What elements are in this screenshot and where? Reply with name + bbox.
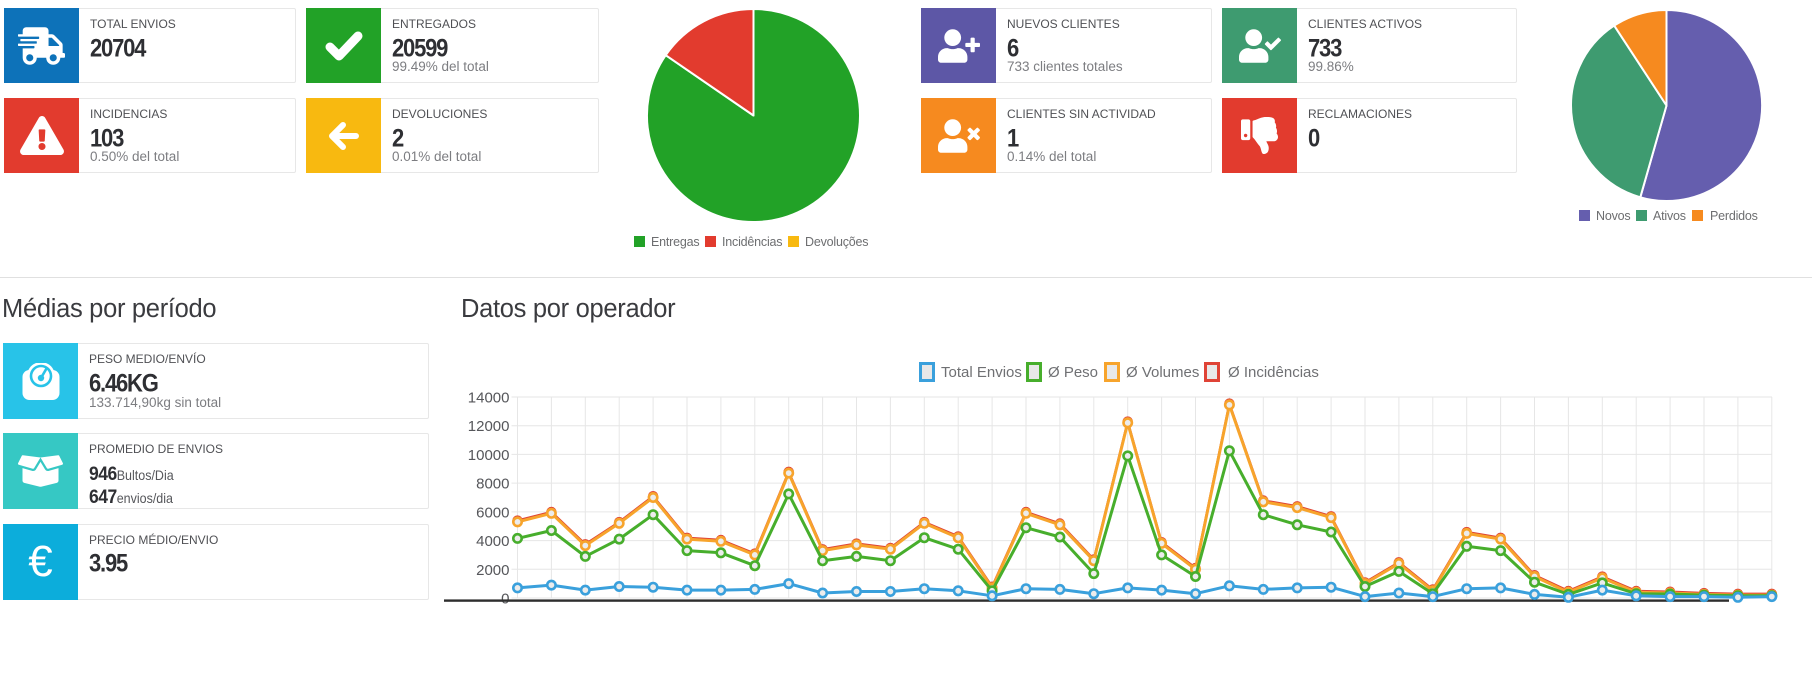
svg-text:14000: 14000 [468, 390, 510, 407]
svg-text:12000: 12000 [468, 418, 510, 435]
svg-text:10000: 10000 [468, 447, 510, 464]
svg-text:6000: 6000 [476, 504, 509, 521]
svg-text:4000: 4000 [476, 533, 509, 550]
svg-text:2000: 2000 [476, 562, 509, 579]
svg-text:8000: 8000 [476, 476, 509, 493]
svg-text:0: 0 [501, 591, 509, 608]
